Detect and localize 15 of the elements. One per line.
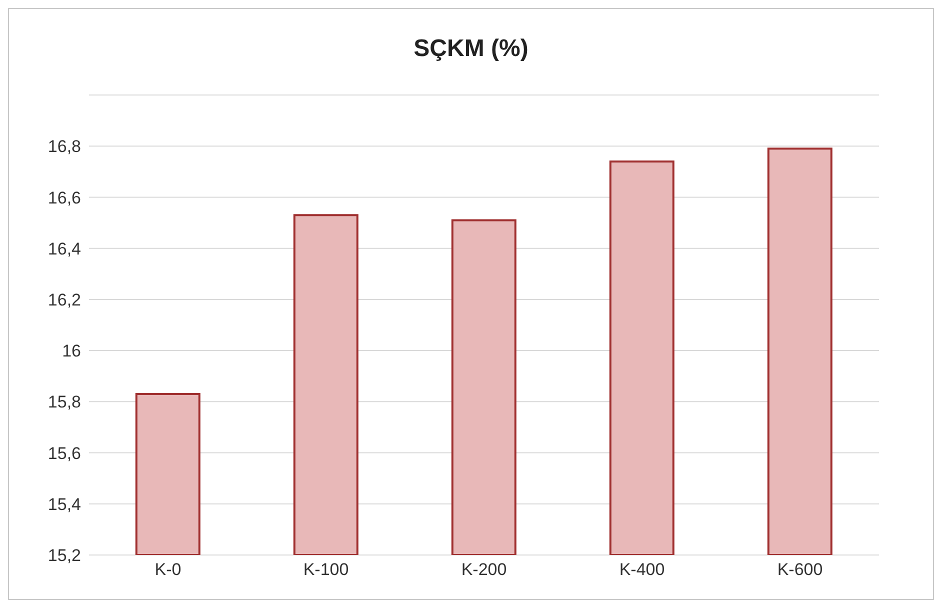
x-tick-label: K-0 xyxy=(154,560,182,580)
y-tick-label: 16,6 xyxy=(48,188,81,208)
y-tick-label: 16,4 xyxy=(48,239,81,258)
y-tick-label: 16 xyxy=(62,342,81,361)
y-tick-label: 15,8 xyxy=(48,392,81,412)
x-tick-label: K-600 xyxy=(777,560,823,580)
x-tick-label: K-400 xyxy=(619,560,665,580)
x-tick-label: K-100 xyxy=(303,560,349,580)
y-tick-label: 16,2 xyxy=(48,290,81,310)
y-tick-label: 16,8 xyxy=(48,137,81,156)
y-tick-label: 15,4 xyxy=(48,494,81,514)
y-tick-label: 15,6 xyxy=(48,444,81,463)
x-tick-label: K-200 xyxy=(461,560,507,580)
chart-title: SÇKM (%) xyxy=(412,34,530,64)
y-tick-label: 15,2 xyxy=(48,546,81,566)
